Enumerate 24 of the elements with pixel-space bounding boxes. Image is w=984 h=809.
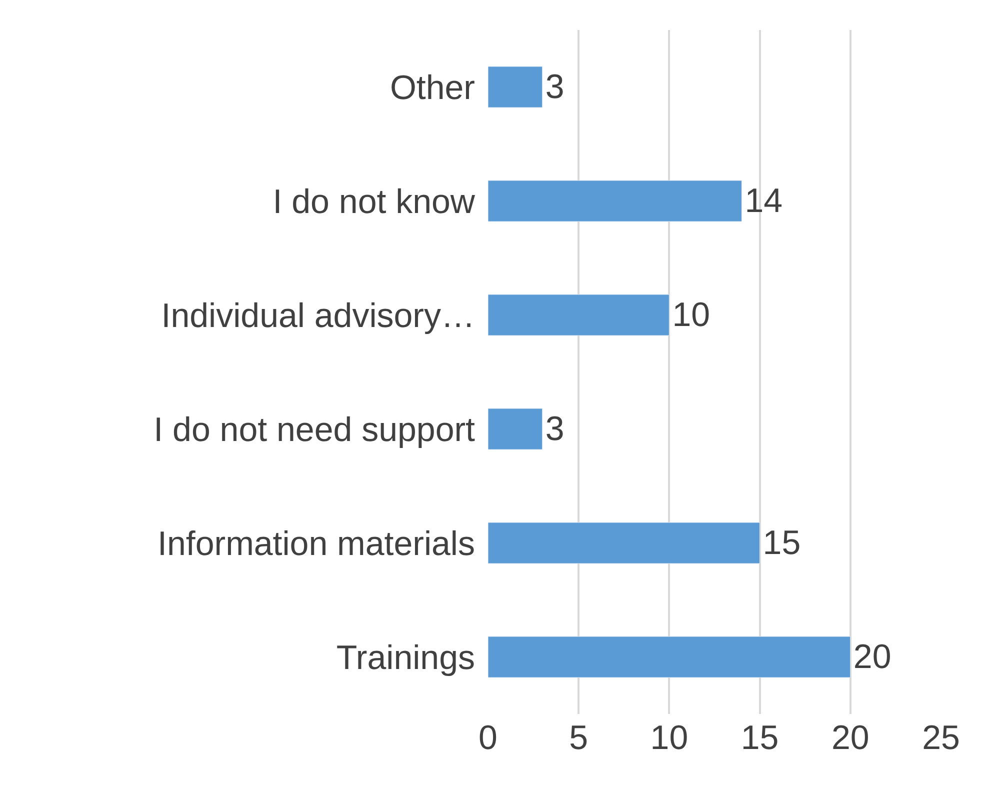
y-tick-label: I do not know [272,182,476,221]
bar [488,294,670,336]
data-label: 14 [744,182,783,220]
x-tick-label: 25 [922,719,960,757]
x-tick-label: 15 [740,719,779,757]
x-tick-label: 20 [831,719,870,757]
y-tick-label: I do not need support [154,410,476,449]
data-label: 10 [672,296,710,334]
data-label: 15 [762,524,801,562]
data-label: 3 [545,68,564,106]
data-label: 3 [545,410,564,448]
data-label: 20 [853,638,892,676]
bar [488,66,543,108]
y-tick-label: Trainings [336,638,475,677]
bar [488,522,760,564]
bar [488,180,742,222]
y-tick-label: Other [390,68,475,107]
y-tick-label: Individual advisory… [161,296,475,335]
x-tick-label: 10 [650,719,688,757]
bar [488,408,543,450]
x-tick-label: 5 [569,719,588,757]
bar [488,636,851,678]
y-tick-label: Information materials [158,524,475,563]
x-tick-label: 0 [478,719,498,757]
